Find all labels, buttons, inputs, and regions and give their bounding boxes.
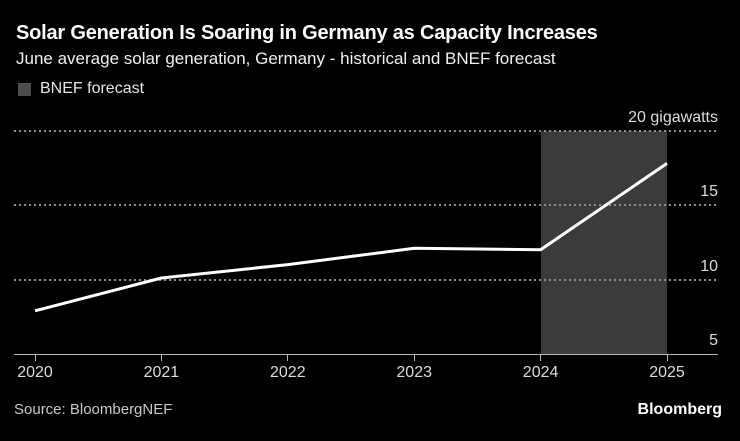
x-axis-label-2025: 2025 bbox=[649, 364, 685, 381]
x-axis-tick-2021 bbox=[160, 355, 162, 361]
y-axis-label-5: 5 bbox=[709, 332, 718, 349]
page-title: Solar Generation Is Soaring in Germany a… bbox=[16, 22, 598, 44]
bloomberg-logo: Bloomberg bbox=[637, 401, 722, 418]
y-axis-label-20: 20 gigawatts bbox=[628, 108, 718, 126]
gridline-15 bbox=[14, 204, 718, 207]
x-axis-label-2023: 2023 bbox=[396, 364, 432, 381]
x-axis-label-2020: 2020 bbox=[17, 364, 53, 381]
forecast-band bbox=[540, 130, 667, 354]
x-axis-label-2024: 2024 bbox=[522, 364, 559, 381]
y-axis-label-10: 10 bbox=[700, 257, 718, 275]
x-axis-tick-2022 bbox=[287, 355, 289, 361]
gridline-10 bbox=[14, 278, 718, 281]
x-axis-line bbox=[14, 354, 718, 355]
source-note: Source: BloombergNEF bbox=[14, 401, 173, 418]
forecast-swatch-icon bbox=[18, 82, 31, 96]
x-axis-tick-2020 bbox=[34, 355, 36, 361]
x-axis-tick-2023 bbox=[413, 355, 415, 361]
x-axis-label-2022: 2022 bbox=[270, 364, 306, 381]
x-axis-tick-2024 bbox=[540, 355, 542, 361]
legend: BNEF forecast bbox=[18, 80, 144, 98]
x-axis-tick-2025 bbox=[666, 355, 668, 361]
legend-label: BNEF forecast bbox=[40, 80, 145, 97]
gridline-20 bbox=[14, 129, 718, 132]
y-axis-label-15: 15 bbox=[700, 183, 718, 201]
x-axis-label-2021: 2021 bbox=[143, 364, 180, 381]
chart-subtitle: June average solar generation, Germany -… bbox=[16, 49, 556, 68]
